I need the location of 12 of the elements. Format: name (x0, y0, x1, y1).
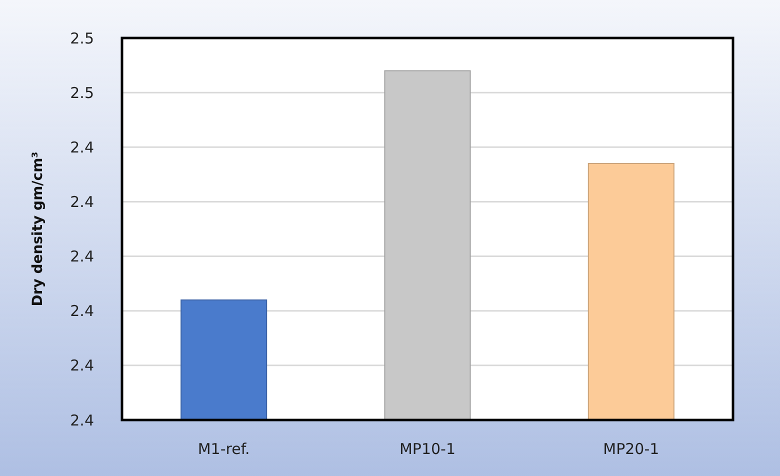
x-tick-label: MP20-1 (603, 440, 660, 458)
y-tick-label: 2.4 (70, 411, 94, 430)
y-tick-label: 2.5 (70, 84, 94, 102)
y-tick-label: 2.5 (70, 29, 94, 48)
y-axis-title: Dry density gm/cm³ (30, 152, 46, 306)
x-tick-label: M1-ref. (198, 440, 250, 458)
y-tick-label: 2.4 (70, 356, 94, 375)
y-tick-label: 2.4 (70, 248, 94, 266)
y-tick-label: 2.4 (70, 302, 94, 320)
x-tick-label: MP10-1 (399, 440, 456, 458)
y-tick-label: 2.4 (70, 138, 94, 156)
y-tick-label: 2.4 (70, 192, 94, 211)
